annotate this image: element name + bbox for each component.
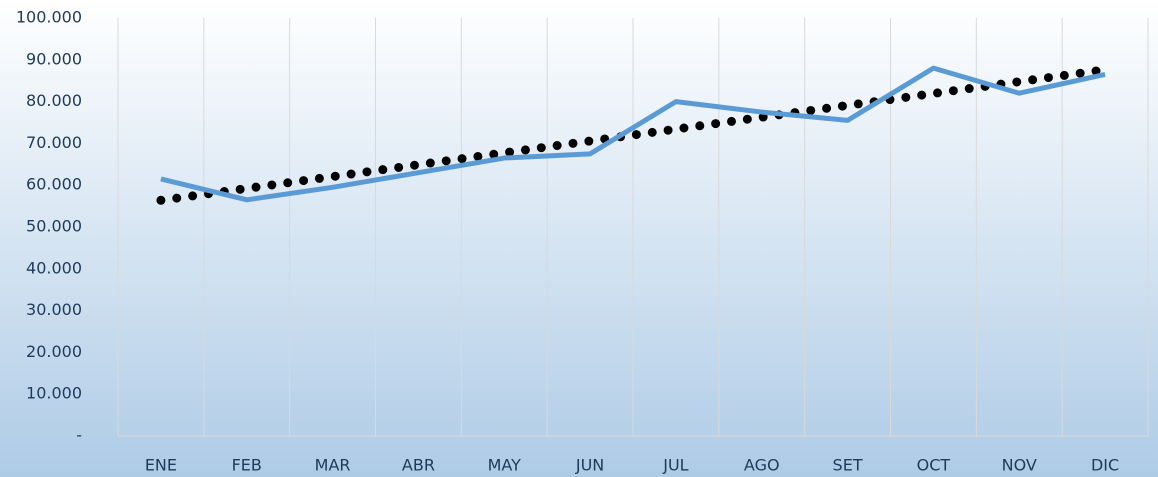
x-tick-label: NOV (1002, 456, 1037, 475)
x-tick-label: JUN (575, 456, 604, 475)
line-series (160, 65, 1106, 203)
x-tick-label: SET (833, 456, 863, 475)
y-tick-label: 10.000 (26, 384, 82, 403)
y-tick-label: 100.000 (16, 8, 82, 27)
y-tick-label: 30.000 (26, 300, 82, 319)
trendline (156, 65, 1110, 205)
x-tick-label: AGO (744, 456, 780, 475)
y-tick-label: 20.000 (26, 342, 82, 361)
x-tick-label: ENE (145, 456, 177, 475)
y-tick-label: 60.000 (26, 175, 82, 194)
y-tick-label: 50.000 (26, 217, 82, 236)
y-tick-label: 70.000 (26, 133, 82, 152)
y-tick-label: 80.000 (26, 91, 82, 110)
y-tick-label: 40.000 (26, 258, 82, 277)
x-tick-label: DIC (1091, 456, 1119, 475)
x-tick-label: FEB (232, 456, 262, 475)
y-tick-label: 90.000 (26, 49, 82, 68)
x-tick-label: ABR (402, 456, 435, 475)
y-tick-label: - (76, 426, 82, 445)
x-tick-label: JUL (662, 456, 688, 475)
x-tick-label: MAY (488, 456, 522, 475)
x-tick-label: MAR (315, 456, 351, 475)
x-tick-label: OCT (917, 456, 951, 475)
